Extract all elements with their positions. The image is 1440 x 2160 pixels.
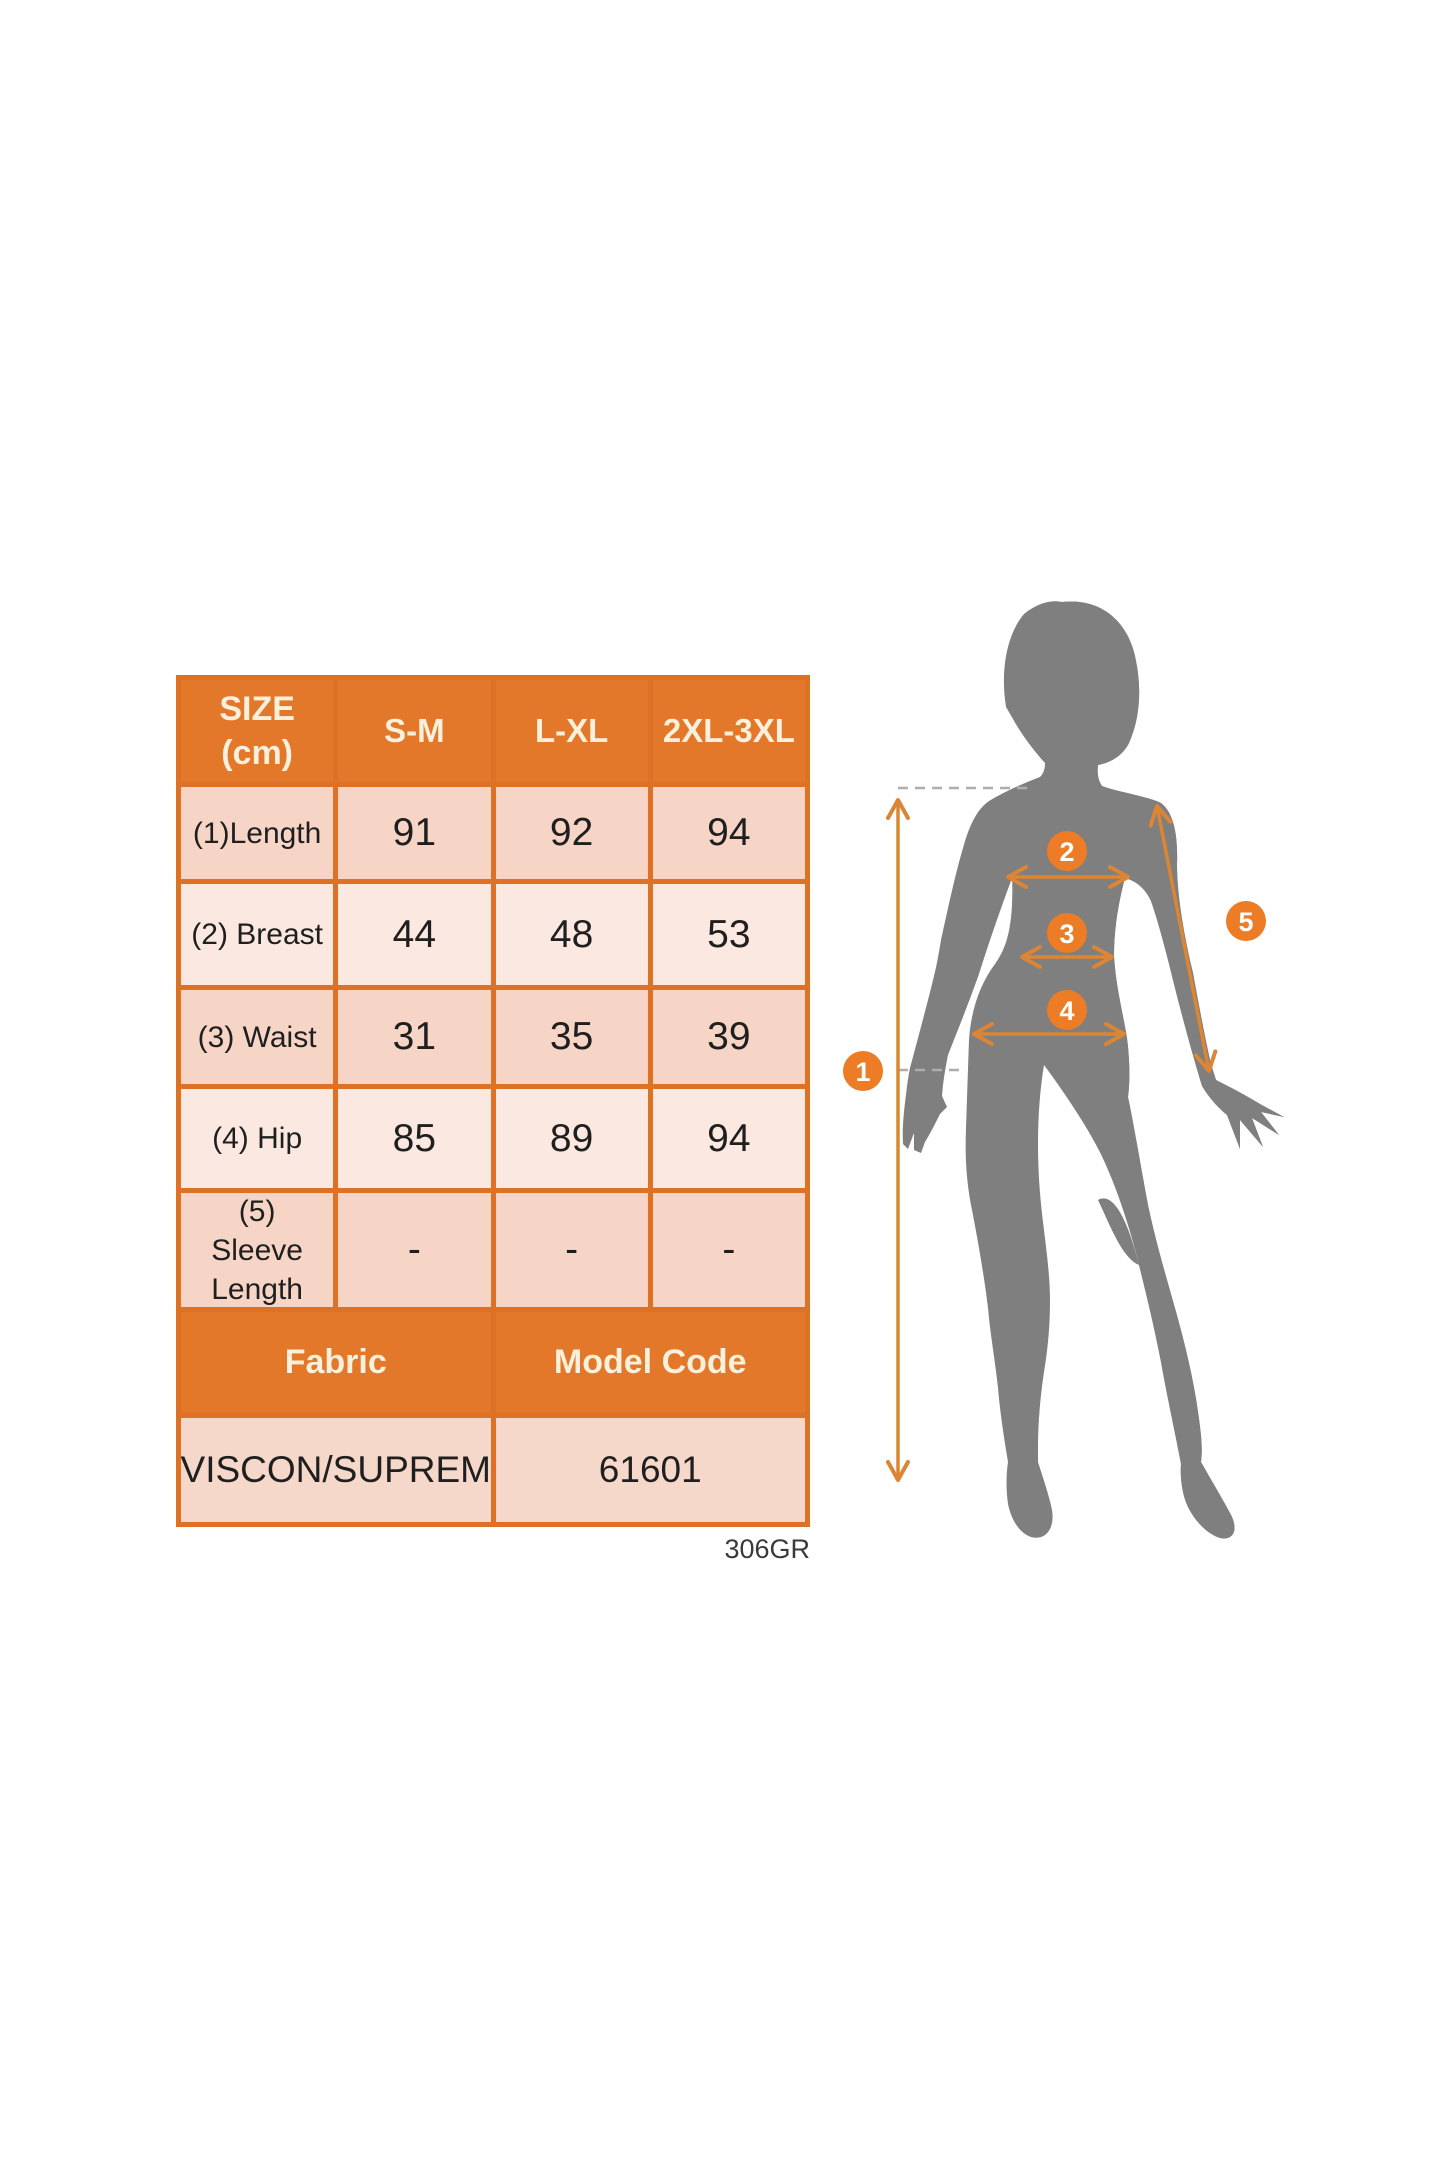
header-model-code: Model Code bbox=[495, 1312, 805, 1413]
fabric-value: VISCON/SUPREM bbox=[181, 1418, 491, 1522]
header-size-sm: S-M bbox=[338, 680, 491, 782]
row-waist-2xl3xl: 39 bbox=[652, 990, 805, 1084]
row-hip-sm: 85 bbox=[338, 1089, 491, 1188]
header-size-cm: SIZE (cm) bbox=[181, 680, 334, 782]
row-length-label: (1)Length bbox=[181, 787, 334, 879]
size-chart-table: SIZE (cm) S-M L-XL 2XL-3XL (1)Length 91 … bbox=[176, 675, 810, 1527]
row-waist-sm: 31 bbox=[338, 990, 491, 1084]
measure-badge-5: 5 bbox=[1226, 901, 1266, 941]
svg-text:2: 2 bbox=[1059, 837, 1074, 867]
model-code-value: 61601 bbox=[495, 1418, 805, 1522]
row-breast-2xl3xl: 53 bbox=[652, 884, 805, 985]
row-sleeve-label: (5) Sleeve Length bbox=[181, 1193, 334, 1307]
row-hip-label: (4) Hip bbox=[181, 1089, 334, 1188]
row-sleeve-2xl3xl: - bbox=[652, 1193, 805, 1307]
header-size-2xl3xl: 2XL-3XL bbox=[652, 680, 805, 782]
row-waist-lxl: 35 bbox=[495, 990, 648, 1084]
row-breast-lxl: 48 bbox=[495, 884, 648, 985]
row-hip-2xl3xl: 94 bbox=[652, 1089, 805, 1188]
row-length-2xl3xl: 94 bbox=[652, 787, 805, 879]
product-code-note: 306GR bbox=[724, 1534, 810, 1564]
row-length-sm: 91 bbox=[338, 787, 491, 879]
header-fabric: Fabric bbox=[181, 1312, 491, 1413]
body-silhouette bbox=[902, 601, 1284, 1539]
row-breast-label: (2) Breast bbox=[181, 884, 334, 985]
row-sleeve-sm: - bbox=[338, 1193, 491, 1307]
svg-text:5: 5 bbox=[1238, 907, 1253, 937]
measure-badge-3: 3 bbox=[1047, 913, 1087, 953]
header-size-lxl: L-XL bbox=[495, 680, 648, 782]
svg-text:4: 4 bbox=[1059, 996, 1074, 1026]
measure-badge-1: 1 bbox=[843, 1051, 883, 1091]
row-breast-sm: 44 bbox=[338, 884, 491, 985]
row-waist-label: (3) Waist bbox=[181, 990, 334, 1084]
sleeve-arrow bbox=[1148, 804, 1218, 1073]
measure-badge-4: 4 bbox=[1047, 990, 1087, 1030]
svg-text:1: 1 bbox=[855, 1057, 870, 1087]
row-sleeve-lxl: - bbox=[495, 1193, 648, 1307]
row-length-lxl: 92 bbox=[495, 787, 648, 879]
measure-badge-2: 2 bbox=[1047, 831, 1087, 871]
svg-text:3: 3 bbox=[1059, 919, 1074, 949]
body-hip-left bbox=[969, 878, 1022, 1040]
row-hip-lxl: 89 bbox=[495, 1089, 648, 1188]
